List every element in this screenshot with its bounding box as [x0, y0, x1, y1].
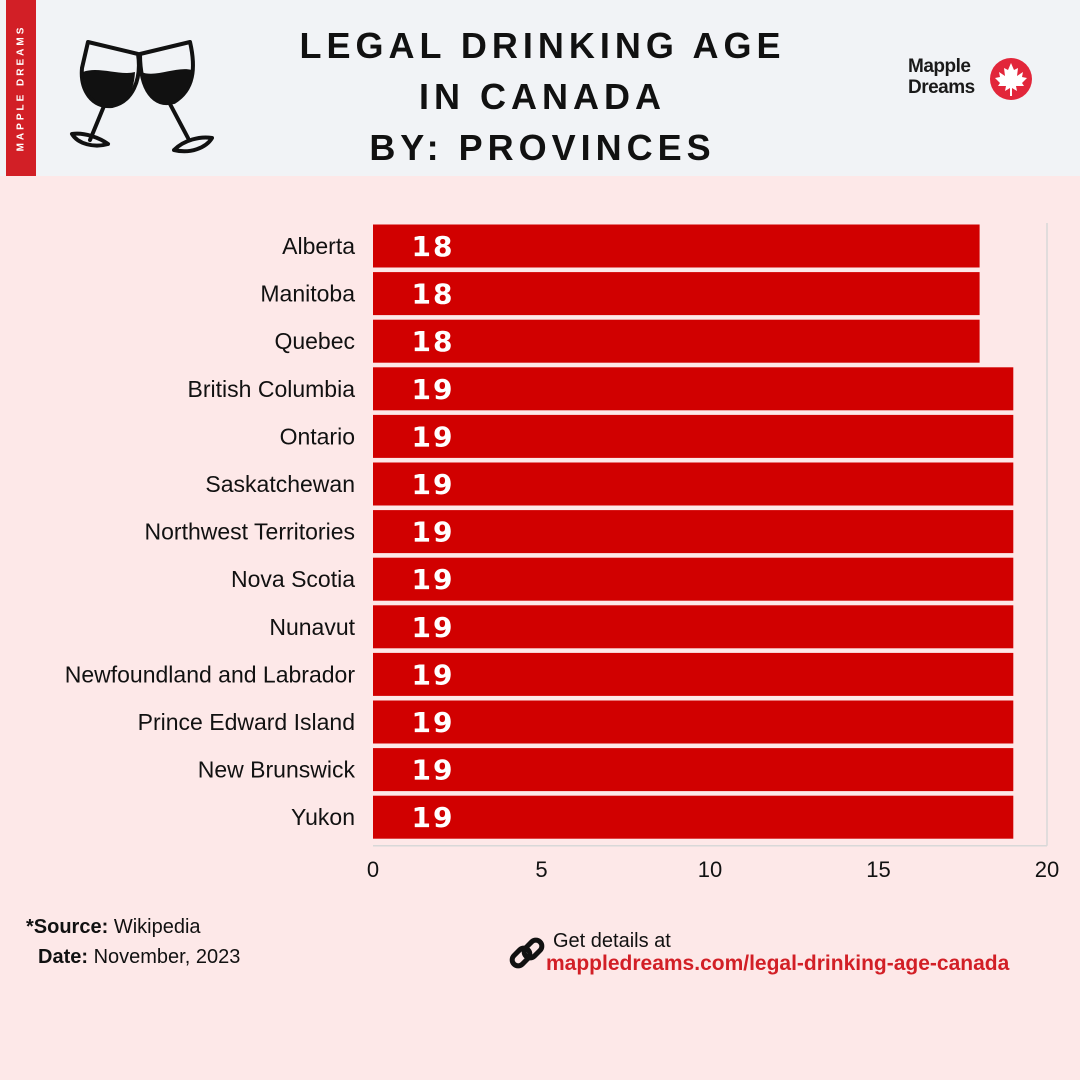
title-line-3: BY: PROVINCES [369, 127, 716, 168]
data-label: 19 [412, 754, 455, 787]
date-row: Date: November, 2023 [26, 942, 240, 972]
data-label: 19 [412, 611, 455, 644]
category-label: Quebec [274, 328, 355, 354]
category-label: Nova Scotia [231, 566, 355, 592]
category-label: Prince Edward Island [138, 709, 355, 735]
x-tick-label: 5 [535, 857, 547, 882]
logo-line-2: Dreams [908, 77, 975, 98]
bar [373, 414, 1014, 458]
title-line-1: LEGAL DRINKING AGE [299, 25, 786, 66]
bar [373, 462, 1014, 506]
bar [373, 272, 980, 316]
bar-chart: Alberta 18 Manitoba 18 Quebec 18 British Colum… [65, 223, 1059, 882]
data-label: 18 [412, 230, 455, 263]
category-label: British Columbia [188, 376, 356, 402]
data-label: 18 [412, 278, 455, 311]
data-label: 19 [412, 516, 455, 549]
bar [373, 748, 1014, 792]
date-label: Date: [38, 946, 89, 968]
category-label: Ontario [280, 423, 355, 449]
x-tick-label: 20 [1035, 857, 1059, 882]
category-label: Saskatchewan [205, 471, 355, 497]
bar [373, 700, 1014, 744]
data-label: 19 [412, 373, 455, 406]
bar [373, 510, 1014, 554]
maple-leaf-icon [990, 58, 1032, 100]
bar [373, 605, 1014, 649]
category-label: Northwest Territories [145, 519, 355, 545]
source-row: *Source: Wikipedia [26, 912, 240, 942]
title-line-2: IN CANADA [419, 76, 666, 117]
details-url[interactable]: mappledreams.com/legal-drinking-age-cana… [546, 952, 1010, 975]
x-tick-label: 10 [698, 857, 722, 882]
category-label: Nunavut [269, 614, 355, 640]
bar [373, 795, 1014, 839]
date-value: November, 2023 [93, 946, 241, 968]
logo-text: Mapple Dreams [908, 56, 975, 98]
bar [373, 367, 1014, 411]
side-tab: MAPPLE DREAMS [6, 0, 36, 176]
brand-logo: Mapple Dreams [908, 56, 1048, 106]
category-label: Alberta [282, 233, 355, 259]
details-label: Get details at [553, 930, 671, 952]
source-note: *Source: Wikipedia Date: November, 2023 [26, 912, 240, 972]
bar [373, 319, 980, 363]
side-tab-text: MAPPLE DREAMS [15, 24, 27, 152]
data-label: 19 [412, 468, 455, 501]
source-label: *Source: [26, 916, 109, 938]
bar [373, 652, 1014, 696]
data-label: 19 [412, 801, 455, 834]
data-label: 19 [412, 706, 455, 739]
data-label: 19 [412, 563, 455, 596]
details-link[interactable]: Get details at mappledreams.com/legal-dr… [508, 928, 1068, 988]
logo-line-1: Mapple [908, 56, 971, 77]
bar [373, 557, 1014, 601]
link-icon [509, 937, 545, 969]
page-title: LEGAL DRINKING AGE IN CANADA BY: PROVINC… [250, 20, 835, 173]
category-label: New Brunswick [198, 757, 356, 783]
bar [373, 224, 980, 268]
x-tick-label: 0 [367, 857, 379, 882]
category-label: Newfoundland and Labrador [65, 661, 356, 687]
header: MAPPLE DREAMS LEGAL DRINKING AGE IN CANA… [0, 0, 1080, 176]
source-value: Wikipedia [113, 916, 201, 938]
data-label: 18 [412, 325, 455, 358]
data-label: 19 [412, 658, 455, 691]
x-tick-label: 15 [866, 857, 890, 882]
data-label: 19 [412, 420, 455, 453]
category-label: Manitoba [260, 281, 355, 307]
wine-glasses-icon [70, 40, 214, 154]
category-label: Yukon [291, 804, 355, 830]
